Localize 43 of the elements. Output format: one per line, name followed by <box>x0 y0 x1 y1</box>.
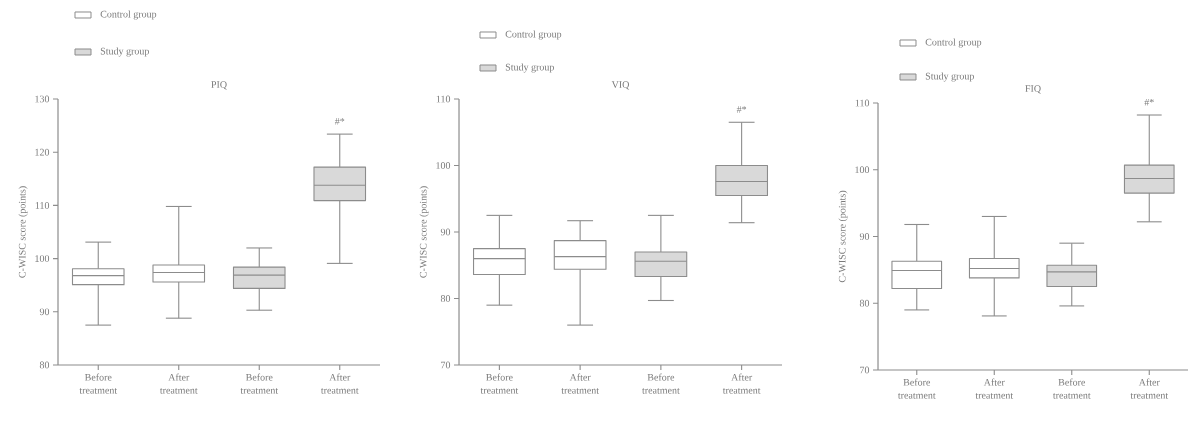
y-tick-label: 80 <box>859 299 870 307</box>
x-tick-label: After treatment <box>159 373 198 394</box>
y-tick-label: 100 <box>855 166 870 174</box>
chart-title: PIQ <box>211 81 227 90</box>
y-tick-label: 90 <box>39 308 50 316</box>
x-tick-label: Before treatment <box>480 373 519 394</box>
y-tick-label: 70 <box>860 366 870 374</box>
y-axis-title: C-WISC score (points) <box>838 190 848 283</box>
x-tick-label: After treatment <box>722 373 761 394</box>
legend-label: Control group <box>100 10 157 20</box>
y-tick-label: 100 <box>436 162 451 169</box>
legend-label: Study group <box>100 47 149 57</box>
annotation: #* <box>334 118 345 125</box>
x-tick-label: Before treatment <box>1052 378 1091 399</box>
y-tick-label: 70 <box>441 361 451 369</box>
x-tick-label: After treatment <box>1130 378 1169 399</box>
x-tick-label: Before treatment <box>642 373 680 394</box>
x-tick-label: Before treatment <box>240 373 279 394</box>
y-tick-label: 90 <box>440 228 451 236</box>
y-tick-label: 120 <box>35 148 50 156</box>
y-tick-label: 130 <box>35 95 50 103</box>
y-tick-label: 110 <box>436 95 451 103</box>
y-tick-label: 110 <box>35 202 50 209</box>
annotation: #* <box>1144 98 1154 106</box>
y-axis-title: C-WISC score (points) <box>18 186 28 278</box>
x-tick-label: Before treatment <box>897 378 936 399</box>
annotation: #* <box>736 106 747 113</box>
y-tick-label: 90 <box>859 233 870 240</box>
chart-title: VIQ <box>611 81 630 90</box>
y-tick-label: 80 <box>440 295 451 302</box>
legend-label: Study group <box>505 63 554 73</box>
legend-label: Control group <box>925 38 982 48</box>
x-tick-label: After treatment <box>561 373 599 394</box>
legend-label: Study group <box>925 72 974 82</box>
y-axis-title: C-WISC score (points) <box>419 186 429 278</box>
y-tick-label: 110 <box>855 99 870 107</box>
legend-label: Control group <box>505 30 562 40</box>
x-tick-label: After treatment <box>320 373 359 394</box>
y-tick-label: 80 <box>39 361 50 369</box>
x-tick-label: After treatment <box>975 378 1014 399</box>
chart-title: FIQ <box>1025 85 1041 94</box>
x-tick-label: Before treatment <box>79 373 118 394</box>
y-tick-label: 100 <box>35 255 50 262</box>
